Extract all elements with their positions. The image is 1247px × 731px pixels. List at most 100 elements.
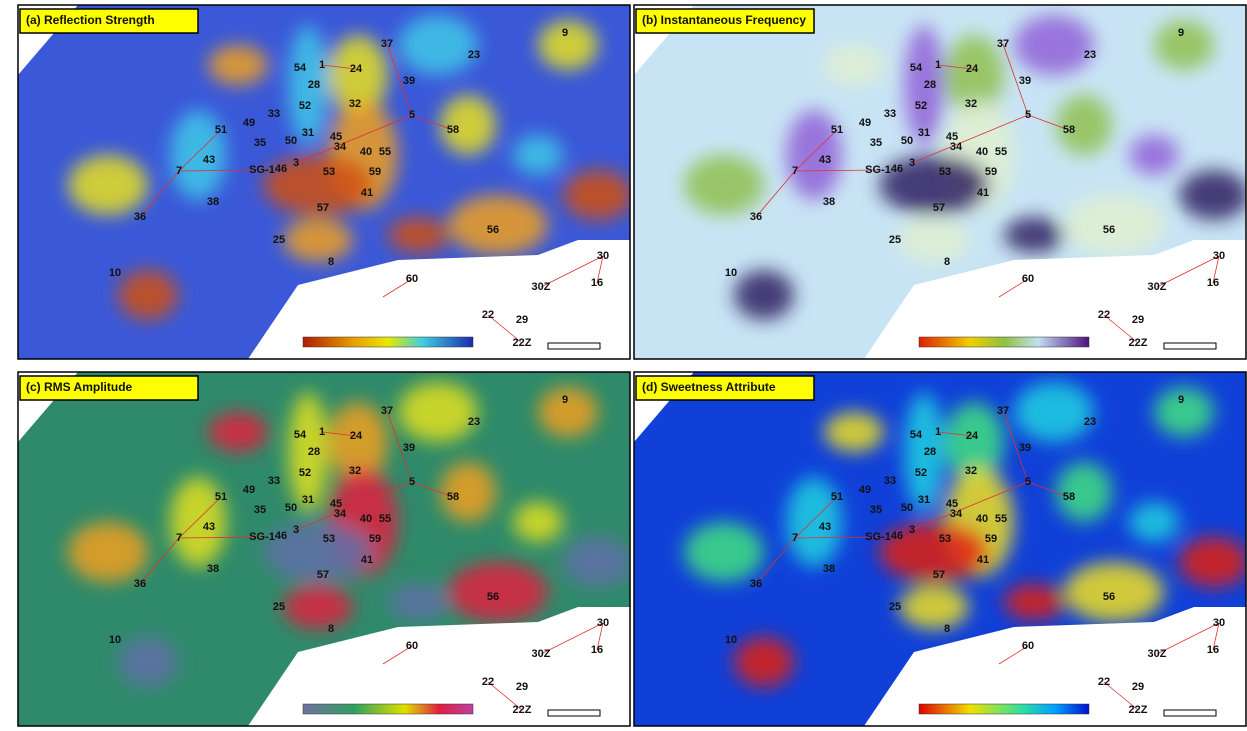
- well-label: 39: [403, 75, 415, 87]
- well-label: 33: [884, 108, 896, 120]
- well-label: 9: [1178, 394, 1184, 406]
- well-label: 25: [273, 601, 285, 613]
- anomaly: [1014, 15, 1094, 75]
- well-label: 36: [750, 578, 762, 590]
- well-label: 43: [203, 521, 215, 533]
- well-label: 36: [134, 211, 146, 223]
- well-label: 51: [831, 491, 843, 503]
- well-label: 46: [891, 163, 903, 175]
- well-label: 10: [725, 267, 737, 279]
- well-label: 58: [447, 124, 459, 136]
- well-label: 5: [409, 476, 415, 488]
- well-label: 30: [1213, 617, 1225, 629]
- anomaly: [388, 584, 448, 620]
- well-label: 25: [889, 234, 901, 246]
- anomaly: [118, 637, 178, 687]
- scale-bar: [1164, 710, 1216, 716]
- well-label: 56: [487, 224, 499, 236]
- well-label: 34: [334, 508, 347, 520]
- well-label: 34: [334, 141, 347, 153]
- well-label: 16: [591, 644, 603, 656]
- well-label: 3: [293, 157, 299, 169]
- well-label: 43: [819, 521, 831, 533]
- colorbar: [919, 337, 1089, 347]
- well-label: 7: [176, 165, 182, 177]
- anomaly: [824, 412, 884, 452]
- well-label: 59: [369, 533, 381, 545]
- scale-bar: [548, 710, 600, 716]
- map-panel: 3723954124283952323349551315850453534405…: [634, 5, 1247, 359]
- well-label: 50: [285, 502, 297, 514]
- well-label: 35: [870, 504, 882, 516]
- anomaly: [684, 155, 764, 215]
- map-panel: 3723954124283952323349551315850453534405…: [634, 372, 1247, 726]
- colorbar: [303, 337, 473, 347]
- page: 3723954124283952323349551315850453534405…: [0, 0, 1247, 731]
- well-label: 9: [562, 394, 568, 406]
- well-label: 38: [823, 196, 835, 208]
- well-label: 31: [302, 494, 314, 506]
- well-label: 37: [381, 38, 393, 50]
- well-label: 30Z: [1148, 648, 1167, 660]
- well-label: 50: [901, 135, 913, 147]
- well-label: 22: [482, 676, 494, 688]
- well-label: 8: [944, 256, 950, 268]
- well-label: 29: [1132, 314, 1144, 326]
- well-label: 5: [1025, 109, 1031, 121]
- well-label: 53: [323, 166, 335, 178]
- well-label: 35: [254, 137, 266, 149]
- well-label: 29: [516, 314, 528, 326]
- well-label: 24: [966, 430, 979, 442]
- well-label: 32: [965, 98, 977, 110]
- anomaly: [563, 537, 633, 587]
- anomaly: [68, 155, 148, 215]
- well-label: 38: [823, 563, 835, 575]
- well-label: 30: [1213, 250, 1225, 262]
- well-label: 10: [109, 634, 121, 646]
- well-label: 52: [299, 467, 311, 479]
- panel-title: (b) Instantaneous Frequency: [642, 13, 806, 27]
- well-label: 56: [1103, 224, 1115, 236]
- well-label: 59: [985, 533, 997, 545]
- well-label: 22Z: [513, 337, 532, 349]
- well-label: 40: [976, 146, 988, 158]
- well-label: 32: [965, 465, 977, 477]
- colorbar: [303, 704, 473, 714]
- anomaly: [1179, 537, 1247, 587]
- well-label: 30: [597, 250, 609, 262]
- well-label: 29: [516, 681, 528, 693]
- well-label: 54: [294, 429, 307, 441]
- well-label: 60: [406, 273, 418, 285]
- anomaly: [398, 15, 478, 75]
- well-label: 23: [468, 49, 480, 61]
- well-label: 55: [995, 146, 1007, 158]
- well-label: 1: [935, 426, 941, 438]
- well-label: 52: [915, 100, 927, 112]
- anomaly: [283, 218, 353, 262]
- well-label: 46: [275, 530, 287, 542]
- well-label: 3: [909, 524, 915, 536]
- well-label: 53: [939, 166, 951, 178]
- panel-title: (c) RMS Amplitude: [26, 380, 133, 394]
- well-label: 41: [361, 187, 373, 199]
- well-label: 7: [792, 532, 798, 544]
- well-label: 36: [134, 578, 146, 590]
- well-label: 8: [328, 256, 334, 268]
- well-label: 52: [915, 467, 927, 479]
- well-label: 37: [997, 38, 1009, 50]
- well-label: 22Z: [1129, 337, 1148, 349]
- well-label: 57: [317, 202, 329, 214]
- well-label: 29: [1132, 681, 1144, 693]
- well-label: 28: [308, 446, 320, 458]
- well-label: 49: [243, 117, 255, 129]
- anomaly: [1179, 170, 1247, 220]
- anomaly: [563, 170, 633, 220]
- anomaly: [1014, 382, 1094, 442]
- well-label: 34: [950, 508, 963, 520]
- well-label: 24: [350, 430, 363, 442]
- well-label: 16: [1207, 644, 1219, 656]
- well-label: 1: [319, 426, 325, 438]
- well-label: 22Z: [1129, 704, 1148, 716]
- figure: 3723954124283952323349551315850453534405…: [0, 0, 1247, 731]
